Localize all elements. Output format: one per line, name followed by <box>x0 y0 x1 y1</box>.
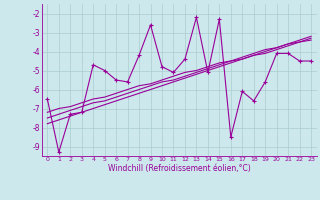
X-axis label: Windchill (Refroidissement éolien,°C): Windchill (Refroidissement éolien,°C) <box>108 164 251 173</box>
